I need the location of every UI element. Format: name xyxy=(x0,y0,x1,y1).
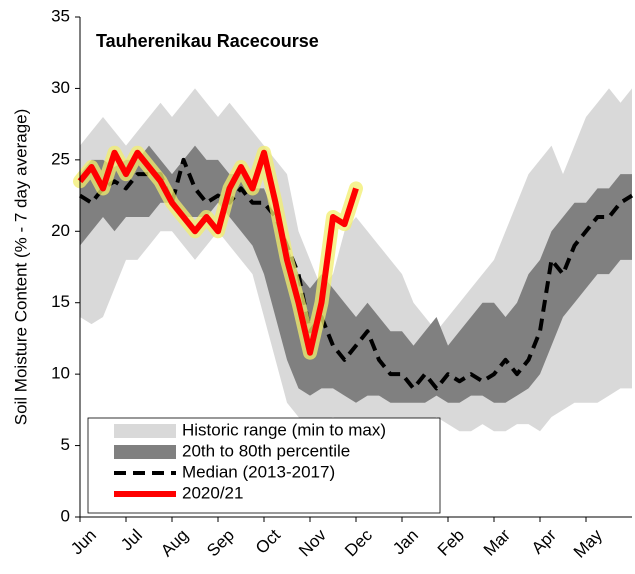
legend-label: 20th to 80th percentile xyxy=(182,441,350,460)
x-tick-label: Jul xyxy=(117,526,146,555)
x-tick-label: Sep xyxy=(203,526,238,561)
legend-swatch xyxy=(114,424,176,438)
y-tick-label: 5 xyxy=(61,435,70,454)
legend-label: Median (2013-2017) xyxy=(182,462,335,481)
legend-label: 2020/21 xyxy=(182,483,243,502)
x-tick-label: Oct xyxy=(252,525,284,557)
x-tick-label: May xyxy=(570,525,606,561)
x-tick-label: Mar xyxy=(480,525,514,559)
x-tick-label: Nov xyxy=(295,525,330,560)
x-tick-label: Feb xyxy=(434,526,468,560)
y-tick-label: 30 xyxy=(51,78,70,97)
y-tick-label: 15 xyxy=(51,292,70,311)
y-tick-label: 0 xyxy=(61,506,70,525)
series-line xyxy=(77,149,359,356)
median-line xyxy=(78,157,634,391)
legend-label: Historic range (min to max) xyxy=(182,420,386,439)
x-tick-label: Dec xyxy=(341,525,376,560)
y-axis-label: Soil Moisture Content (% - 7 day average… xyxy=(11,109,30,426)
y-tick-label: 35 xyxy=(51,6,70,25)
legend-swatch xyxy=(114,445,176,459)
y-tick-label: 10 xyxy=(51,364,70,383)
y-tick-label: 25 xyxy=(51,149,70,168)
band-area xyxy=(80,145,632,403)
x-tick-label: Apr xyxy=(528,525,560,557)
x-tick-label: Jan xyxy=(389,526,422,559)
y-tick-label: 20 xyxy=(51,221,70,240)
chart-title: Tauherenikau Racecourse xyxy=(96,31,319,51)
x-tick-label: Aug xyxy=(157,526,192,561)
x-tick-label: Jun xyxy=(67,526,100,559)
